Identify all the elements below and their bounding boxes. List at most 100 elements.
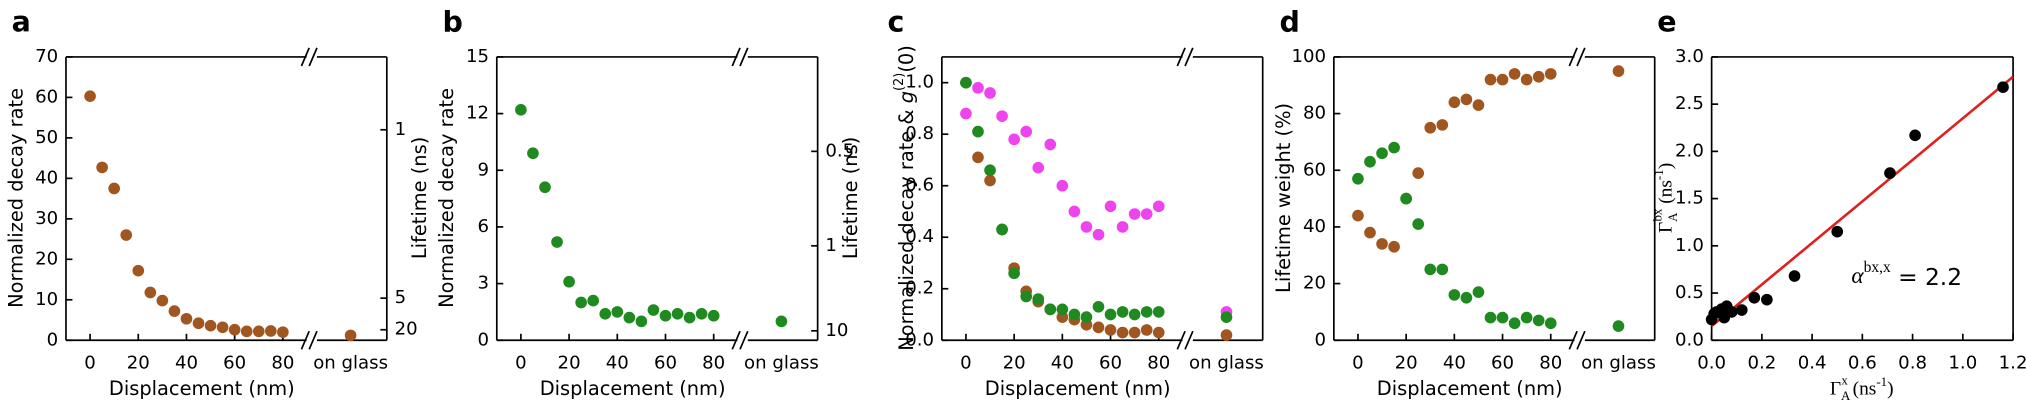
- x-axis-label: Displacement (nm): [1377, 377, 1563, 400]
- label-part: Normalized decay rate &: [894, 103, 917, 350]
- x-tick-label: 40: [1443, 353, 1466, 374]
- y2-axis-label: Lifetime (ns): [408, 137, 431, 259]
- axis-break: [739, 47, 749, 67]
- data-point: [1520, 73, 1533, 86]
- label-part: g: [894, 91, 917, 103]
- y2-tick-label: 5: [395, 287, 407, 308]
- x-tick-label: 40: [1051, 353, 1074, 374]
- data-point: [168, 305, 181, 317]
- axis-break: [300, 330, 310, 350]
- data-point: [1068, 308, 1081, 321]
- label-part: x: [1841, 373, 1848, 388]
- data-point: [972, 125, 984, 138]
- data-point: [1092, 321, 1105, 334]
- axis-break: [731, 330, 741, 350]
- data-point: [120, 229, 133, 241]
- data-point: [1008, 267, 1020, 280]
- data-point: [984, 164, 996, 177]
- data-point: [1424, 121, 1437, 134]
- data-point: [1997, 81, 2009, 93]
- x-axis-label: Displacement (nm): [540, 377, 726, 400]
- x-tick-label: 60: [223, 353, 246, 374]
- data-point: [1388, 240, 1400, 253]
- y-tick-label: 30: [35, 208, 58, 229]
- data-point: [264, 325, 277, 337]
- y-tick-label: 40: [35, 167, 58, 188]
- y-tick-label: 0.0: [905, 329, 934, 350]
- data-point: [1008, 133, 1020, 146]
- label-part: (2): [892, 73, 907, 91]
- data-point: [1376, 147, 1388, 160]
- data-point: [599, 307, 612, 320]
- data-point: [1508, 317, 1521, 330]
- data-point: [551, 236, 563, 248]
- x-tick-label: 0.0: [1697, 353, 1726, 374]
- data-point: [1448, 289, 1461, 301]
- data-point: [587, 294, 600, 307]
- x-tick-label: 60: [654, 353, 677, 374]
- x-tick-label: 1.2: [1999, 353, 2026, 374]
- data-point: [1056, 303, 1069, 316]
- y-axis-label: Normalized decay rate & g(2)(0): [892, 45, 918, 350]
- y2-axis-label: Lifetime (ns): [839, 137, 862, 259]
- data-point: [1116, 326, 1129, 339]
- data-point: [1152, 306, 1165, 318]
- axis-break: [1176, 330, 1186, 350]
- data-point: [539, 181, 551, 194]
- y-tick-label: 0: [1315, 329, 1327, 350]
- data-point: [1761, 293, 1773, 306]
- y-tick-label: 0.5: [1675, 282, 1704, 303]
- x-tick-label: 20: [1003, 353, 1026, 374]
- x-tick-label: 1.0: [1948, 353, 1977, 374]
- y-tick-label: 15: [466, 46, 489, 67]
- x-tick-label: 0.2: [1747, 353, 1776, 374]
- y-tick-label: 0.4: [905, 226, 934, 247]
- data-point: [972, 82, 984, 94]
- data-point: [563, 275, 575, 288]
- y2-tick-label: 1: [825, 235, 837, 256]
- x-tick-label: 0: [515, 353, 527, 374]
- data-point: [204, 319, 217, 332]
- data-point: [1412, 218, 1425, 230]
- data-point: [1080, 221, 1093, 233]
- y2-tick-label: 0.5: [825, 140, 854, 161]
- data-point: [180, 312, 193, 325]
- data-point: [344, 329, 357, 342]
- axis-break: [731, 47, 741, 67]
- data-point: [240, 325, 253, 338]
- y-axis-label: Normalized decay rate: [4, 88, 27, 308]
- data-point: [1092, 228, 1105, 241]
- data-point: [1788, 270, 1801, 282]
- label-part: Γ: [1656, 222, 1677, 233]
- data-point: [1044, 303, 1057, 316]
- data-point: [1056, 179, 1069, 192]
- data-point: [683, 311, 696, 324]
- x-tick-label: 40: [175, 353, 198, 374]
- y-axis-label: ΓAbx (ns-1): [1650, 163, 1681, 233]
- data-point: [960, 107, 972, 120]
- data-point: [1544, 317, 1557, 330]
- data-point: [1400, 192, 1412, 205]
- axis-break: [1568, 47, 1578, 67]
- y2-tick-label: 10: [825, 320, 848, 341]
- y-tick-label: 0.6: [905, 175, 934, 196]
- x-tick-label: on glass: [1189, 353, 1264, 374]
- data-point: [1364, 226, 1376, 239]
- data-point: [1472, 99, 1485, 111]
- label-part: (0): [894, 45, 917, 72]
- data-point: [996, 110, 1008, 122]
- data-point: [1116, 221, 1129, 233]
- data-point: [1909, 129, 1921, 142]
- data-point: [1364, 155, 1376, 168]
- data-point: [1152, 326, 1165, 339]
- y-tick-label: 20: [35, 248, 58, 269]
- y-tick-label: 100: [1292, 46, 1327, 67]
- data-point: [623, 311, 636, 324]
- data-point: [1884, 167, 1896, 179]
- axis-break: [308, 330, 318, 350]
- data-point: [1436, 263, 1449, 276]
- y-tick-label: 40: [1303, 216, 1326, 237]
- axis-break: [300, 47, 310, 67]
- x-tick-label: 0.8: [1898, 353, 1927, 374]
- panel-letter: c: [888, 5, 905, 38]
